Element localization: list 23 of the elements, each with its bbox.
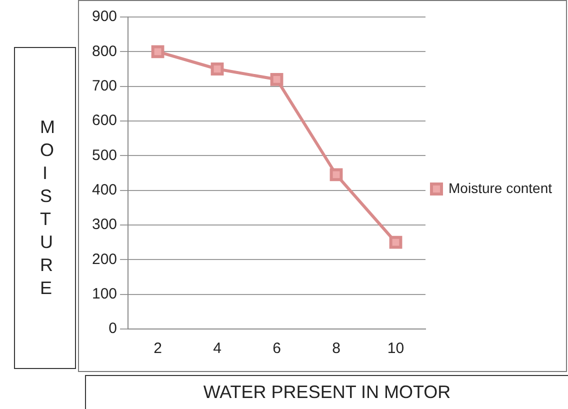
y-axis-title: MOISTURE bbox=[40, 116, 55, 300]
y-tick-label: 800 bbox=[92, 42, 118, 60]
x-tick-label: 10 bbox=[387, 340, 404, 358]
point bbox=[210, 62, 224, 76]
y-tick-label: 900 bbox=[92, 8, 118, 26]
y-tick-label: 600 bbox=[92, 112, 118, 130]
x-tick-label: 6 bbox=[272, 340, 281, 358]
y-tick-label: 200 bbox=[92, 250, 118, 268]
x-tick-label: 4 bbox=[213, 340, 222, 358]
x-tick-label: 8 bbox=[332, 340, 340, 358]
y-tick-label: 500 bbox=[92, 146, 118, 164]
point bbox=[270, 72, 284, 86]
y-tick-label: 400 bbox=[92, 181, 118, 198]
x-axis-title: WATER PRESENT IN MOTOR bbox=[85, 375, 568, 409]
legend-label: Moisture content bbox=[448, 180, 552, 196]
point bbox=[389, 236, 402, 249]
point bbox=[330, 168, 343, 182]
y-tick-label: 300 bbox=[92, 216, 118, 234]
x-tick-label: 2 bbox=[154, 340, 162, 358]
y-tick-label: 100 bbox=[92, 285, 118, 302]
y-tick-label: 700 bbox=[92, 77, 118, 94]
point bbox=[151, 45, 164, 58]
y-tick-label: 0 bbox=[108, 320, 118, 338]
